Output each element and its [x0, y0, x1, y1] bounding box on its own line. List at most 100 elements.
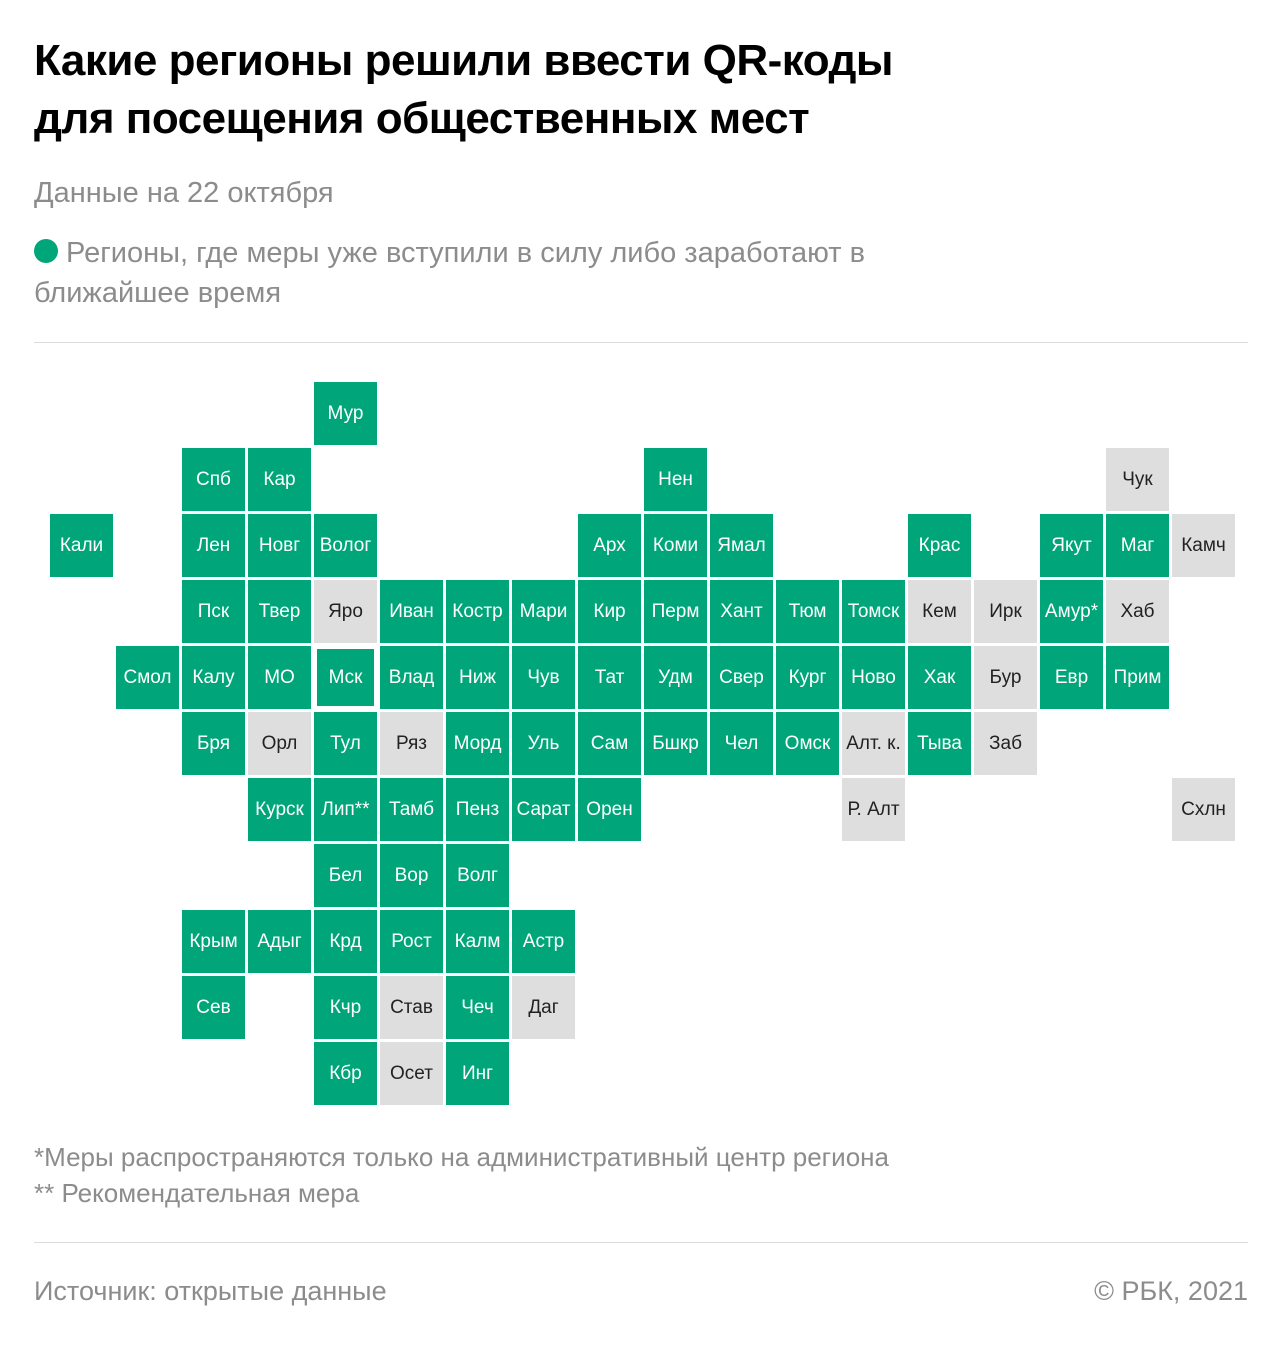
region-tile: Чув [512, 646, 575, 709]
region-tile: Кчр [314, 976, 377, 1039]
region-tile: Тыва [908, 712, 971, 775]
region-tile: Омск [776, 712, 839, 775]
region-tile: Спб [182, 448, 245, 511]
region-tile: Хаб [1106, 580, 1169, 643]
region-tile: Пенз [446, 778, 509, 841]
region-tile: Коми [644, 514, 707, 577]
title-line-2: для посещения общественных мест [34, 94, 810, 143]
region-tile: Бшкр [644, 712, 707, 775]
region-tile: Тюм [776, 580, 839, 643]
region-tile: Иван [380, 580, 443, 643]
region-tile: Бур [974, 646, 1037, 709]
copyright-label: © РБК, 2021 [1094, 1276, 1248, 1306]
region-tile: Волог [314, 514, 377, 577]
region-tile: Новг [248, 514, 311, 577]
region-tile: Нен [644, 448, 707, 511]
region-tile: Кург [776, 646, 839, 709]
region-tile: Перм [644, 580, 707, 643]
footnotes: *Меры распространяются только на админис… [34, 1139, 889, 1211]
region-tile: Алт. к. [842, 712, 905, 775]
legend: Регионы, где меры уже вступили в силу ли… [34, 233, 994, 313]
region-tile: Чук [1106, 448, 1169, 511]
region-tile: Сам [578, 712, 641, 775]
region-tile: Осет [380, 1042, 443, 1105]
region-tile: Камч [1172, 514, 1235, 577]
region-tile: Мари [512, 580, 575, 643]
region-tile: Ново [842, 646, 905, 709]
region-tile: Астр [512, 910, 575, 973]
region-tile: Орен [578, 778, 641, 841]
region-tile: Кбр [314, 1042, 377, 1105]
region-tile: Тат [578, 646, 641, 709]
region-tile: Кем [908, 580, 971, 643]
region-tile: Пск [182, 580, 245, 643]
region-tile: МО [248, 646, 311, 709]
region-tile: Уль [512, 712, 575, 775]
region-tile: Яро [314, 580, 377, 643]
region-tile: Тул [314, 712, 377, 775]
region-tile: Амур* [1040, 580, 1103, 643]
region-tile: Якут [1040, 514, 1103, 577]
region-tile: Влад [380, 646, 443, 709]
region-tile: Мск [314, 646, 377, 709]
region-tile: Инг [446, 1042, 509, 1105]
footnote-1: *Меры распространяются только на админис… [34, 1142, 889, 1172]
region-tile: Костр [446, 580, 509, 643]
region-tile: Крд [314, 910, 377, 973]
region-tile: Мур [314, 382, 377, 445]
region-tile: Бел [314, 844, 377, 907]
bottom-divider [34, 1242, 1248, 1243]
region-tile: Ниж [446, 646, 509, 709]
region-tile: Крым [182, 910, 245, 973]
legend-label: Регионы, где меры уже вступили в силу ли… [34, 237, 866, 309]
footnote-2: ** Рекомендательная мера [34, 1178, 360, 1208]
region-tile: Чел [710, 712, 773, 775]
region-tile: Курск [248, 778, 311, 841]
region-tile: Хак [908, 646, 971, 709]
region-tile: Евр [1040, 646, 1103, 709]
date-subtitle: Данные на 22 октября [34, 177, 334, 209]
region-tile: Сарат [512, 778, 575, 841]
region-tile: Лен [182, 514, 245, 577]
top-divider [34, 342, 1248, 343]
region-tile: Твер [248, 580, 311, 643]
region-tile: Удм [644, 646, 707, 709]
region-tile: Вор [380, 844, 443, 907]
chart-title: Какие регионы решили ввести QR-коды для … [34, 32, 1234, 148]
region-tile: Орл [248, 712, 311, 775]
region-tile: Ирк [974, 580, 1037, 643]
region-tile: Бря [182, 712, 245, 775]
region-tile: Калм [446, 910, 509, 973]
region-tile: Р. Алт [842, 778, 905, 841]
region-tile: Ряз [380, 712, 443, 775]
region-tile: Морд [446, 712, 509, 775]
title-line-1: Какие регионы решили ввести QR-коды [34, 36, 894, 85]
region-tile: Даг [512, 976, 575, 1039]
region-tile: Смол [116, 646, 179, 709]
region-tile: Заб [974, 712, 1037, 775]
region-tile: Хант [710, 580, 773, 643]
region-tile: Лип** [314, 778, 377, 841]
region-tile: Калу [182, 646, 245, 709]
region-tile: Арх [578, 514, 641, 577]
region-tile: Схлн [1172, 778, 1235, 841]
region-tile: Сев [182, 976, 245, 1039]
region-tile: Рост [380, 910, 443, 973]
region-tile: Крас [908, 514, 971, 577]
region-tile: Тамб [380, 778, 443, 841]
region-tile: Кар [248, 448, 311, 511]
region-tile: Кир [578, 580, 641, 643]
source-label: Источник: открытые данные [34, 1276, 387, 1306]
region-tile: Свер [710, 646, 773, 709]
region-tile: Томск [842, 580, 905, 643]
legend-dot-icon [34, 239, 58, 263]
region-tile: Прим [1106, 646, 1169, 709]
region-tile: Волг [446, 844, 509, 907]
region-tile: Ямал [710, 514, 773, 577]
region-tile: Кали [50, 514, 113, 577]
region-tile: Маг [1106, 514, 1169, 577]
region-tile: Адыг [248, 910, 311, 973]
region-tile: Чеч [446, 976, 509, 1039]
region-tile: Став [380, 976, 443, 1039]
